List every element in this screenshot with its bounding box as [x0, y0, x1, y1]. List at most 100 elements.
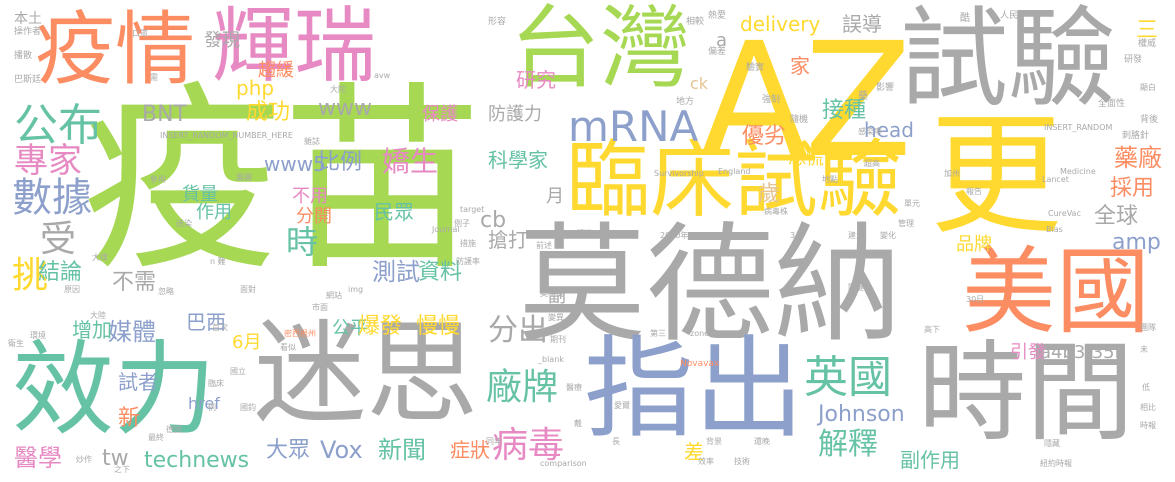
word-cloud-term: www [318, 96, 372, 121]
word-cloud-term: 試驗 [900, 0, 1117, 122]
word-cloud-term: BNT [142, 102, 187, 127]
word-cloud-term: 爆發 [358, 314, 403, 339]
word-cloud-term: 採用 [1110, 176, 1155, 201]
word-cloud-term: 疫苗 [82, 65, 483, 298]
word-cloud-term: 全球 [1094, 204, 1139, 229]
word-cloud-term: Journal [432, 225, 460, 234]
word-cloud-term: 還晚 [754, 437, 770, 446]
word-cloud-term: 感染率 [858, 127, 882, 136]
word-cloud-term: 時報 [1140, 421, 1156, 430]
word-cloud-term: 迷染 [176, 219, 192, 228]
word-cloud-term: INSERT_RANDOM [1044, 123, 1113, 132]
word-cloud-term: Vox [320, 436, 363, 464]
word-cloud-term: 技術 [734, 457, 750, 466]
word-cloud-term: 地點 [822, 175, 838, 184]
word-cloud-term: 科學家 [488, 148, 548, 172]
word-cloud-term: 巴西 [186, 310, 226, 334]
word-cloud-term: 英格蘭 [540, 289, 564, 298]
word-cloud-term: 關鍵 [848, 283, 864, 292]
word-cloud-term: delivery [740, 12, 821, 36]
word-cloud-term: 媒體 [108, 318, 156, 346]
word-cloud-term: 30日 [966, 295, 985, 304]
word-cloud-term: 戴 [574, 419, 582, 428]
word-cloud-term: 參與 [150, 175, 166, 184]
word-cloud-term: 公平 [332, 318, 368, 339]
word-cloud-term: 市面 [312, 303, 328, 312]
word-cloud-term: 德國 [166, 425, 182, 434]
word-cloud-term: 病毒 [492, 425, 565, 466]
word-cloud-term: 管理 [898, 219, 914, 228]
word-cloud-term: 臨床 [208, 379, 224, 388]
word-cloud-term: 測試 [372, 258, 420, 286]
word-cloud-term: amp [1112, 230, 1161, 255]
word-cloud-term: 形容 [488, 17, 507, 27]
word-cloud-term: 研究 [516, 68, 556, 92]
word-cloud-term: 相比 [1140, 403, 1156, 412]
word-cloud-term: 台灣 [510, 0, 690, 101]
word-cloud-term: 發現 [204, 30, 240, 51]
word-cloud-term: 未 [1140, 345, 1148, 354]
word-cloud-term: 作用 [196, 202, 232, 223]
word-cloud-term: 背後 [1140, 115, 1159, 125]
word-cloud-term: php [236, 76, 275, 100]
word-cloud-term: 6月 [232, 332, 262, 353]
word-cloud-term: 操作者 [14, 27, 42, 37]
word-cloud-term: 結論 [38, 260, 83, 285]
word-cloud-term: 面對 [240, 285, 256, 294]
word-cloud-term: 指出 [584, 325, 804, 453]
word-cloud-term: 衛生 [8, 339, 24, 348]
word-cloud-term: 醫療 [566, 383, 582, 392]
word-cloud-term: Medicine [1060, 167, 1096, 176]
word-cloud-term: 分出 [488, 313, 548, 348]
word-cloud-term: 單元 [904, 199, 920, 208]
word-cloud-term: 接種 [822, 98, 867, 123]
word-cloud-term: 看似 [280, 343, 296, 352]
word-cloud-term: 美國 [962, 238, 1151, 347]
word-cloud-term: 試者 [118, 370, 158, 394]
word-cloud-term: 新聞 [378, 436, 426, 464]
word-cloud-term: 比例 [318, 150, 363, 175]
word-cloud-term: 背景 [706, 437, 722, 446]
word-cloud-term: 長 [612, 437, 620, 446]
word-cloud-term: 莫德納 [518, 211, 903, 360]
word-cloud-term: 影響 [876, 83, 895, 93]
word-cloud-term: 效率 [698, 457, 714, 466]
word-cloud-term: 環境 [30, 331, 46, 340]
word-cloud-term: 國立 [230, 367, 246, 376]
word-cloud-term: Novavax [680, 359, 720, 369]
word-cloud-term: 月 [546, 186, 564, 207]
word-cloud-term: 大陸 [90, 311, 106, 320]
word-cloud-term: 數據 [12, 175, 92, 221]
word-cloud-term: INSERT_RANDOM_NUMBER_HERE [160, 131, 293, 140]
word-cloud-term: 症狀 [450, 438, 490, 462]
word-cloud-term: 播散 [14, 51, 33, 61]
word-cloud-term: 刺胳針 [1122, 131, 1150, 141]
word-cloud-term: comparison [540, 459, 587, 468]
word-cloud-term: 展開 [236, 173, 252, 182]
word-cloud-term: 低 [1142, 383, 1150, 392]
word-cloud-term: CureVac [1048, 209, 1081, 218]
word-cloud-term: 3月 [790, 231, 804, 240]
word-cloud-term: 全面性 [1098, 99, 1126, 109]
word-cloud-term: 不需 [112, 270, 157, 295]
word-cloud-term: 藥 [858, 91, 868, 102]
word-cloud-term: 大律 [92, 253, 108, 262]
word-cloud-term: mRNA [568, 102, 699, 151]
word-cloud-term: 挑 [12, 255, 49, 296]
word-cloud-term: 分開 [296, 206, 332, 227]
word-cloud-term: AZ [700, 9, 912, 193]
word-cloud-term: 例子 [454, 219, 470, 228]
word-cloud-term: 趨緩 [258, 60, 294, 81]
word-cloud-term: zoneid [690, 329, 717, 338]
word-cloud-term: _blank [538, 355, 564, 364]
word-cloud-term: 藥廠 [1114, 144, 1162, 172]
word-cloud-term: 隱藏 [1044, 439, 1060, 448]
word-cloud-term: 增加 [72, 318, 112, 342]
word-cloud-term: 需 [150, 73, 158, 82]
word-cloud-term: avw [374, 71, 391, 80]
word-cloud-term: 措施 [460, 239, 476, 248]
word-cloud-term: href [188, 394, 220, 413]
word-cloud-term: cb [480, 208, 507, 233]
word-cloud-term: technews [144, 448, 250, 473]
